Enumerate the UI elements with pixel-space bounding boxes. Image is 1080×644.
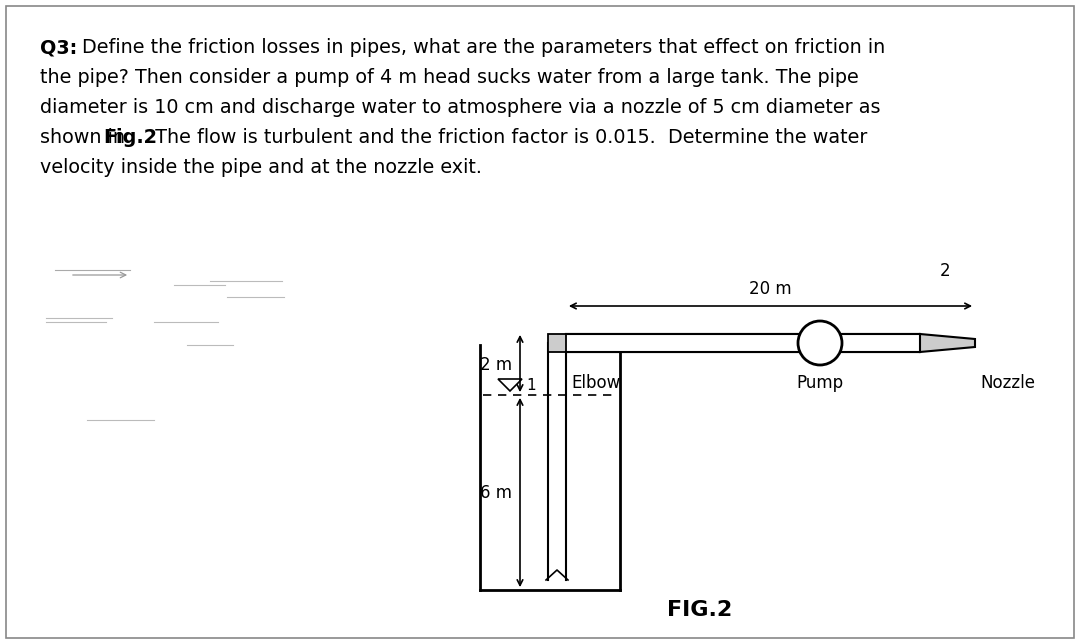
Text: 6 m: 6 m (480, 484, 512, 502)
Bar (566, 334, 920, 352)
Text: velocity inside the pipe and at the nozzle exit.: velocity inside the pipe and at the nozz… (40, 158, 482, 177)
Text: the pipe? Then consider a pump of 4 m head sucks water from a large tank. The pi: the pipe? Then consider a pump of 4 m he… (40, 68, 859, 87)
Text: 20 m: 20 m (750, 280, 792, 298)
Circle shape (798, 321, 842, 365)
Text: Define the friction losses in pipes, what are the parameters that effect on fric: Define the friction losses in pipes, wha… (82, 38, 886, 57)
Text: Q3:: Q3: (40, 38, 78, 57)
Bar (548, 334, 566, 352)
Text: Elbow: Elbow (571, 374, 620, 392)
Text: Pump: Pump (796, 374, 843, 392)
Text: Fig.2: Fig.2 (103, 128, 157, 147)
Text: Nozzle: Nozzle (980, 374, 1035, 392)
Polygon shape (920, 334, 975, 352)
Text: 2 m: 2 m (480, 355, 512, 374)
Text: 1: 1 (526, 377, 536, 392)
Text: 2: 2 (940, 262, 950, 280)
Text: FIG.2: FIG.2 (667, 600, 732, 620)
Text: diameter is 10 cm and discharge water to atmosphere via a nozzle of 5 cm diamete: diameter is 10 cm and discharge water to… (40, 98, 880, 117)
Text: . The flow is turbulent and the friction factor is 0.015.  Determine the water: . The flow is turbulent and the friction… (143, 128, 867, 147)
Text: shown in: shown in (40, 128, 131, 147)
